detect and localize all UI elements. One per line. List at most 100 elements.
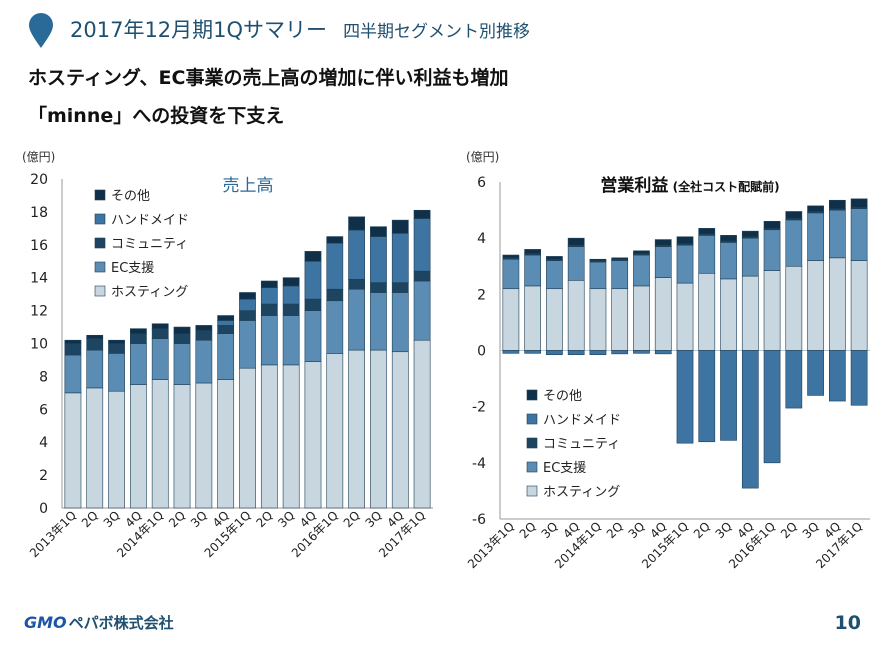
y-tick-label: 20 (30, 172, 48, 188)
bar-segment-other (326, 236, 344, 244)
bar-segment-hosting (807, 260, 824, 351)
bar-segment-other (676, 236, 694, 245)
bar-segment-hosting (828, 257, 846, 351)
chart-title: 売上高 (223, 176, 274, 196)
bar-segment-ec (64, 354, 82, 394)
bar-segment-other (850, 198, 868, 208)
legend-swatch (526, 389, 538, 401)
x-tick-label: 3Q (713, 519, 735, 541)
x-tick-label: 2Q (778, 519, 800, 541)
bar-segment-handmade (611, 350, 629, 355)
page-number: 10 (834, 612, 861, 634)
legend-swatch (94, 213, 106, 225)
bar-segment-hosting (173, 384, 191, 509)
legend-label: ホスティング (111, 285, 188, 300)
bar-segment-community (64, 343, 82, 356)
bar-segment-other (524, 249, 542, 254)
y-tick-label: -2 (472, 400, 486, 416)
bar-segment-handmade (304, 260, 322, 300)
legend-label: ハンドメイド (543, 413, 621, 428)
y-tick-label: -4 (472, 456, 486, 472)
bar-segment-ec (151, 338, 169, 380)
bar-segment-hosting (239, 367, 256, 509)
bar-segment-hosting (741, 275, 759, 351)
bar-segment-community (282, 303, 300, 316)
bar-segment-other (807, 205, 824, 212)
bar-segment-ec (676, 244, 694, 284)
x-tick-label: 2Q (691, 519, 713, 541)
bar-segment-handmade (633, 350, 650, 354)
bar-segment-other (260, 280, 278, 288)
title-text: 2017年12月期1Qサマリー (70, 18, 328, 42)
bar-segment-community (239, 310, 256, 321)
bar-segment-other (370, 226, 387, 237)
location-pin-icon (29, 13, 53, 48)
bar-segment-handmade (807, 350, 824, 396)
x-tick-label: 3Q (363, 508, 385, 530)
bar-segment-ec (413, 280, 431, 341)
bar-segment-community (304, 298, 322, 311)
legend-swatch (94, 285, 106, 297)
legend-label: ハンドメイド (111, 213, 189, 228)
bar-segment-community (173, 333, 191, 344)
y-tick-label: 4 (39, 435, 48, 451)
legend-label: EC支援 (111, 261, 154, 276)
bar-segment-other (348, 216, 365, 231)
y-tick-label: 12 (30, 304, 48, 320)
bar-segment-handmade (217, 320, 235, 326)
bar-segment-ec (86, 349, 104, 389)
bar-segment-handmade (763, 350, 781, 464)
x-tick-label: 2Q (341, 508, 363, 530)
y-tick-label: 2 (477, 287, 486, 303)
bar-segment-hosting (86, 387, 104, 509)
bar-segment-handmade (828, 350, 846, 402)
bar-segment-other (546, 256, 563, 260)
bar-segment-handmade (698, 350, 716, 443)
bar-segment-handmade (785, 350, 803, 409)
logo-text: ペパボ株式会社 (68, 614, 174, 632)
x-tick-label: 2Q (517, 519, 539, 541)
bar-segment-other (633, 250, 650, 254)
y-tick-label: 10 (30, 337, 48, 353)
bar-segment-handmade (546, 350, 563, 356)
bar-segment-other (828, 199, 846, 209)
bar-segment-handmade (741, 350, 759, 489)
bar-segment-ec (260, 315, 278, 366)
bar-segment-other (64, 339, 82, 344)
bar-segment-other (239, 292, 256, 300)
bar-segment-hosting (108, 390, 125, 509)
bar-segment-ec (391, 292, 409, 353)
bar-segment-other (413, 209, 431, 219)
bar-segment-ec (239, 320, 256, 369)
company-logo: GMO ペパボ株式会社 (24, 612, 174, 633)
y-tick-label: 14 (30, 271, 48, 287)
headline-secondary: 「minne」への投資を下支え (28, 105, 285, 127)
bar-segment-other (611, 257, 629, 260)
bar-segment-ec (633, 254, 650, 287)
bar-segment-ec (502, 258, 520, 290)
bar-segment-ec (546, 260, 563, 290)
bar-segment-other (698, 228, 716, 235)
bar-segment-community (151, 328, 169, 339)
y-tick-label: 2 (39, 468, 48, 484)
bar-segment-hosting (524, 285, 542, 351)
x-tick-label: 2Q (79, 508, 101, 530)
bar-segment-hosting (654, 277, 672, 351)
bar-segment-ec (524, 254, 542, 287)
y-unit-label: (億円) (466, 150, 499, 164)
x-tick-label: 3Q (800, 519, 822, 541)
bar-segment-hosting (676, 282, 694, 351)
y-tick-label: 6 (477, 175, 486, 191)
bar-segment-handmade (567, 350, 585, 356)
bar-segment-ec (326, 300, 344, 354)
bar-segment-other (108, 339, 125, 344)
chart-subtitle: (全社コスト配賦前) (668, 179, 779, 194)
bar-segment-ec (108, 353, 125, 392)
bar-segment-ec (720, 242, 737, 280)
y-tick-label: -6 (472, 512, 486, 528)
bar-segment-hosting (391, 351, 409, 509)
bar-segment-other (502, 254, 520, 259)
legend-swatch (94, 237, 106, 249)
bar-segment-handmade (348, 229, 365, 280)
bar-segment-ec (282, 315, 300, 366)
